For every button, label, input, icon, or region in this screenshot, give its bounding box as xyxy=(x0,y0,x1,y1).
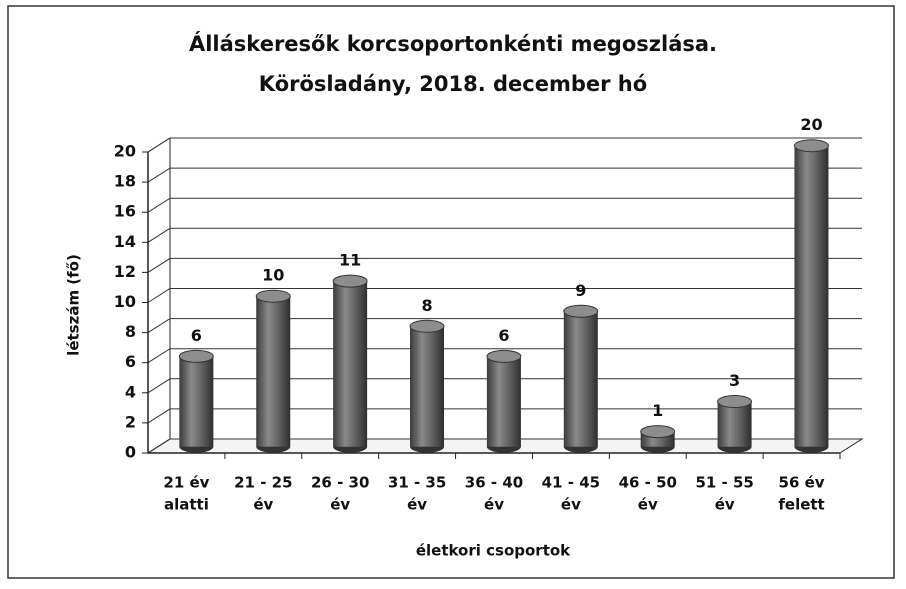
x-tick-label: év xyxy=(407,496,427,514)
bar-top xyxy=(332,274,368,288)
chart-title: Körösladány, 2018. december hó xyxy=(259,72,647,96)
x-tick-label: 46 - 50 xyxy=(619,474,677,492)
grid-line xyxy=(147,348,862,364)
bar-top xyxy=(563,304,599,318)
y-tick-label: 20 xyxy=(114,142,136,161)
bar xyxy=(486,356,521,447)
grid-line xyxy=(147,197,862,213)
chart-frame xyxy=(7,5,895,579)
x-tick-label: év xyxy=(253,496,273,514)
bar xyxy=(794,145,829,447)
x-tick-label: 51 - 55 xyxy=(695,474,753,492)
bar-top xyxy=(178,349,214,363)
bar-top xyxy=(640,425,676,439)
grid-line xyxy=(147,137,862,153)
x-tick-label: év xyxy=(715,496,735,514)
x-tick-label: 26 - 30 xyxy=(311,474,369,492)
y-tick-label: 4 xyxy=(125,382,136,401)
x-tick-label: év xyxy=(484,496,504,514)
grid-line xyxy=(147,408,862,424)
bar-top xyxy=(793,139,829,153)
bar xyxy=(717,401,752,447)
x-tick-label: 36 - 40 xyxy=(465,474,523,492)
y-tick-label: 8 xyxy=(125,322,136,341)
grid-line xyxy=(147,227,862,243)
y-tick-label: 10 xyxy=(114,292,136,311)
grid-line xyxy=(147,378,862,394)
x-tick-label: 21 év xyxy=(163,474,209,492)
data-label: 11 xyxy=(339,251,361,270)
x-tick-label: 31 - 35 xyxy=(388,474,446,492)
y-tick-label: 18 xyxy=(114,172,136,191)
data-label: 6 xyxy=(498,326,509,345)
x-tick-label: év xyxy=(638,496,658,514)
x-tick-label: felett xyxy=(778,496,824,514)
y-tick-label: 16 xyxy=(114,202,136,221)
data-label: 20 xyxy=(800,115,822,134)
grid-line xyxy=(147,257,862,273)
bar xyxy=(333,281,368,447)
data-label: 1 xyxy=(652,401,663,420)
x-axis-label: életkori csoportok xyxy=(416,542,571,560)
data-label: 9 xyxy=(575,281,586,300)
bar xyxy=(179,356,214,447)
grid-line xyxy=(147,438,862,454)
grid-line xyxy=(147,288,862,303)
y-tick-label: 14 xyxy=(114,232,136,251)
bar xyxy=(563,311,598,447)
data-label: 3 xyxy=(729,371,740,390)
data-label: 8 xyxy=(421,296,432,315)
y-tick-label: 6 xyxy=(125,352,136,371)
bar-top xyxy=(255,289,291,303)
x-tick-label: év xyxy=(561,496,581,514)
data-label: 10 xyxy=(262,266,284,285)
bar xyxy=(256,296,291,447)
x-tick-label: 41 - 45 xyxy=(542,474,600,492)
bar-top xyxy=(486,349,522,363)
x-tick-label: év xyxy=(330,496,350,514)
x-tick-label: 21 - 25 xyxy=(234,474,292,492)
y-axis-label: létszám (fő) xyxy=(65,254,83,356)
y-tick-label: 12 xyxy=(114,262,136,281)
bar xyxy=(410,326,445,447)
chart-title: Álláskeresők korcsoportonkénti megoszlás… xyxy=(189,31,717,56)
x-tick-label: 56 év xyxy=(779,474,825,492)
y-tick-label: 2 xyxy=(125,412,136,431)
bar-top xyxy=(409,319,445,333)
grid-line xyxy=(147,318,862,334)
data-label: 6 xyxy=(191,326,202,345)
grid-line xyxy=(147,167,862,183)
x-tick-label: alatti xyxy=(164,496,209,514)
bar-top xyxy=(717,395,753,409)
y-tick-label: 0 xyxy=(125,443,136,462)
